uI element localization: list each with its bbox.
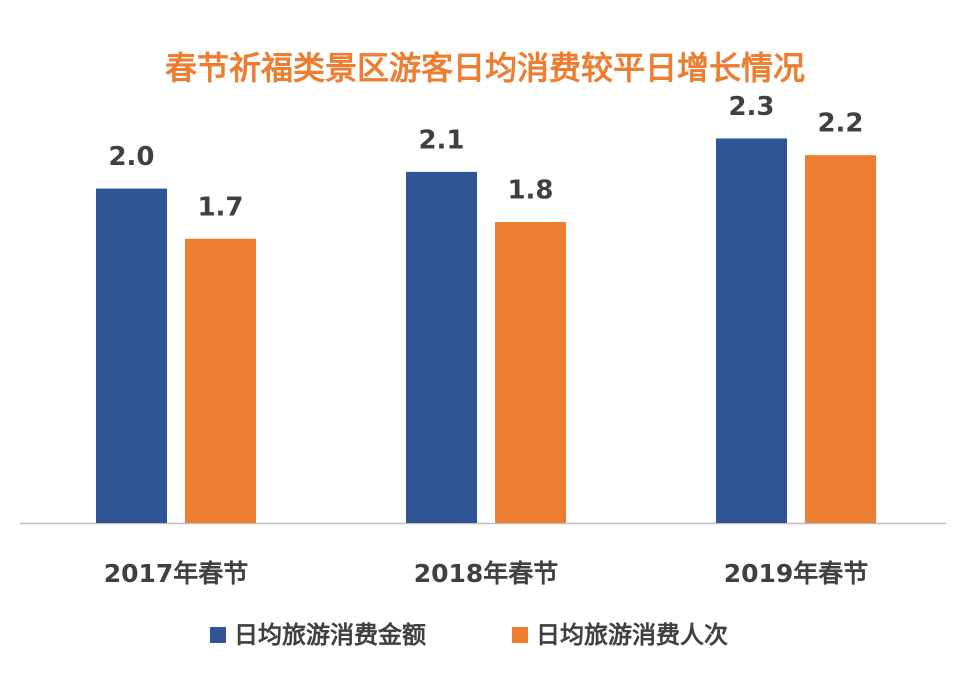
legend-swatch [210,627,226,643]
x-tick-label: 2017年春节 [104,559,249,588]
data-label: 1.7 [197,192,243,222]
bar [495,222,566,524]
x-tick-label: 2018年春节 [414,559,559,588]
bar [716,138,787,523]
data-label: 2.1 [418,125,464,155]
data-label: 2.0 [108,142,154,172]
bar [96,188,167,523]
bar [185,238,256,523]
legend-swatch [512,627,528,643]
data-label: 2.2 [817,109,863,139]
chart-title: 春节祈福类景区游客日均消费较平日增长情况 [165,49,805,87]
legend-label: 日均旅游消费人次 [536,621,728,649]
data-label: 1.8 [507,176,553,206]
legend-label: 日均旅游消费金额 [234,621,426,649]
bar [406,171,477,523]
bar [805,155,876,523]
data-label: 2.3 [728,92,774,122]
x-tick-label: 2019年春节 [724,559,869,588]
